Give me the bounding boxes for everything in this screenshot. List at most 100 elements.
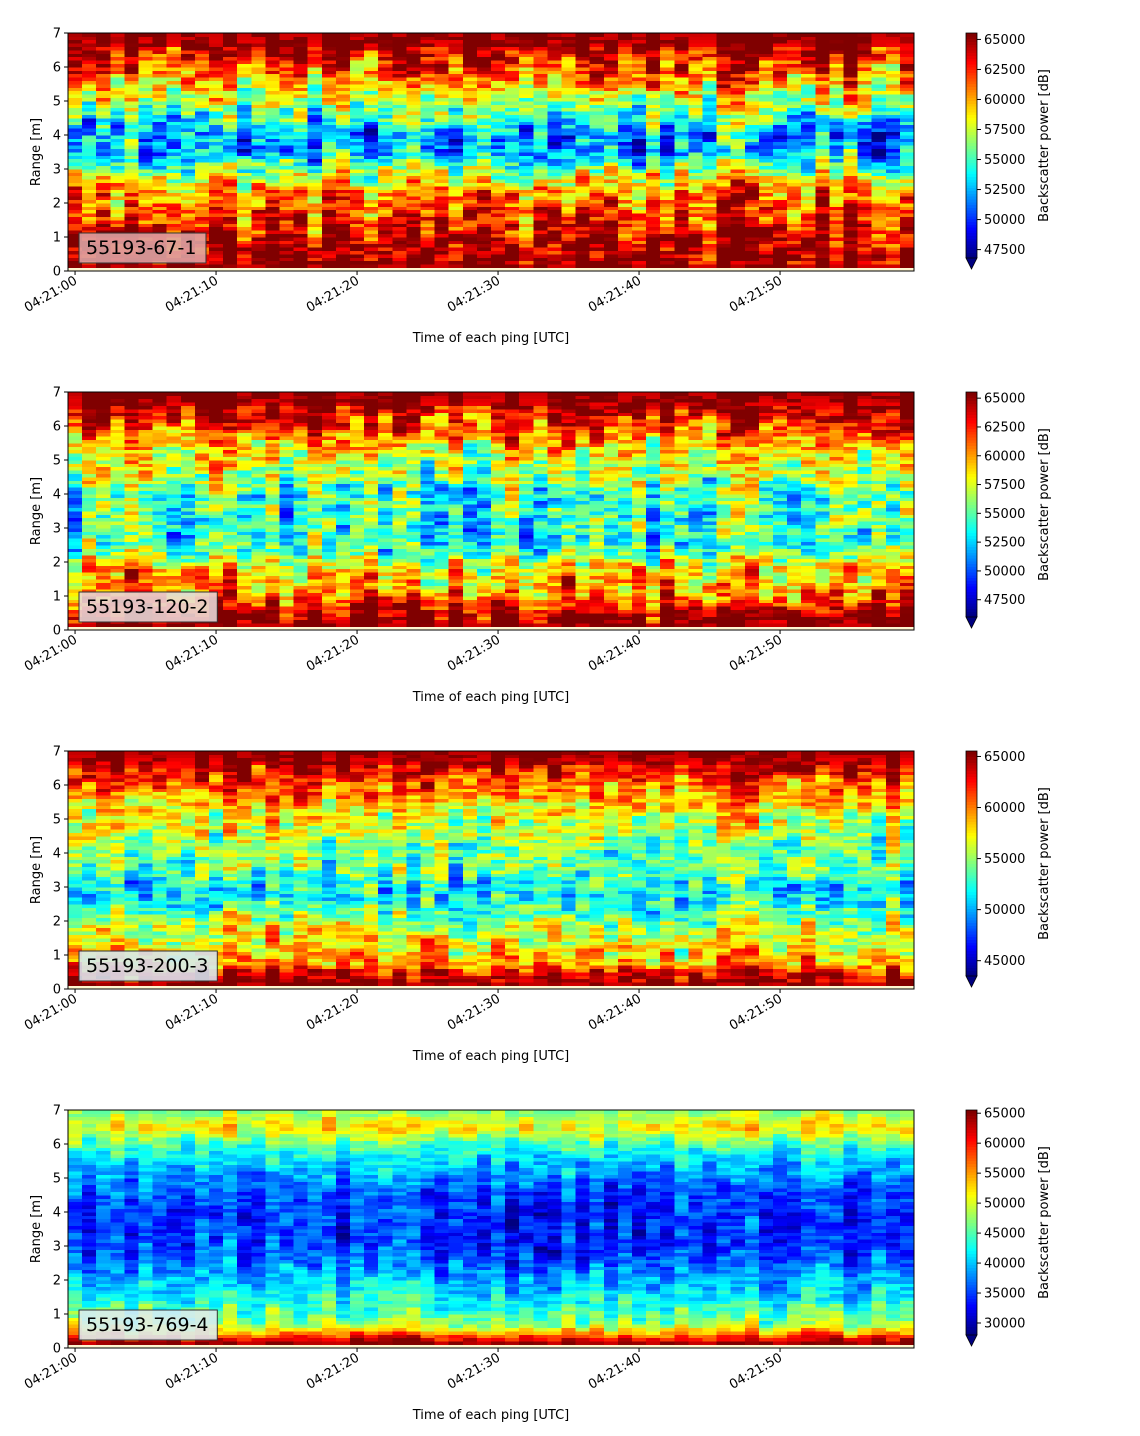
heatmap-cell [350, 50, 365, 54]
heatmap-cell [68, 176, 83, 180]
heatmap-cell [265, 237, 280, 241]
heatmap-cell [294, 142, 309, 146]
heatmap-cell [632, 125, 647, 129]
heatmap-cell [110, 450, 125, 454]
heatmap-cell [660, 257, 675, 261]
heatmap-cell [787, 47, 802, 51]
heatmap-cell [280, 64, 295, 68]
heatmap-cell [251, 200, 265, 204]
heatmap-cell [815, 81, 830, 85]
heatmap-cell [703, 64, 718, 68]
heatmap-cell [251, 104, 265, 108]
heatmap-cell [717, 227, 732, 231]
heatmap-cell [604, 84, 619, 88]
heatmap-cell [519, 77, 534, 81]
heatmap-cell [435, 135, 450, 139]
heatmap-cell [562, 162, 577, 166]
heatmap-cell [68, 579, 83, 583]
heatmap-cell [463, 67, 478, 71]
heatmap-cell [322, 196, 337, 200]
heatmap-cell [463, 36, 478, 40]
heatmap-cell [533, 176, 548, 180]
heatmap-cell [688, 196, 703, 200]
heatmap-cell [632, 115, 647, 119]
heatmap-cell [562, 135, 577, 139]
heatmap-cell [886, 77, 901, 81]
heatmap-cell [110, 149, 125, 153]
heatmap-cell [590, 43, 605, 47]
heatmap-cell [703, 176, 718, 180]
heatmap-cell [308, 60, 323, 64]
heatmap-cell [547, 172, 562, 176]
heatmap-cell [674, 251, 689, 255]
heatmap-cell [82, 200, 97, 204]
heatmap-cell [280, 261, 295, 265]
heatmap-cell [124, 582, 138, 586]
heatmap-cell [463, 57, 478, 61]
heatmap-cell [209, 53, 224, 57]
heatmap-cell [251, 81, 265, 85]
heatmap-cell [392, 186, 407, 190]
heatmap-cell [533, 234, 548, 238]
heatmap-cell [688, 251, 703, 255]
heatmap-cell [477, 247, 492, 251]
heatmap-cell [280, 186, 295, 190]
heatmap-cell [96, 562, 111, 566]
heatmap-cell [322, 162, 337, 166]
heatmap-cell [632, 261, 647, 265]
heatmap-cell [139, 528, 154, 532]
heatmap-cell [787, 251, 802, 255]
heatmap-cell [181, 40, 196, 44]
heatmap-cell [646, 240, 661, 244]
heatmap-cell [294, 247, 309, 251]
heatmap-cell [547, 47, 562, 51]
heatmap-cell [378, 251, 393, 255]
heatmap-cell [181, 446, 196, 450]
heatmap-cell [181, 399, 196, 403]
heatmap-cell [886, 128, 901, 132]
heatmap-cell [547, 104, 562, 108]
heatmap-cell [505, 247, 519, 251]
heatmap-cell [209, 254, 224, 258]
heatmap-cell [308, 53, 323, 57]
heatmap-cell [759, 36, 774, 40]
heatmap-cell [519, 200, 534, 204]
heatmap-cell [787, 196, 802, 200]
heatmap-cell [336, 60, 351, 64]
colorbar: 4750050000525005500057500600006250065000… [966, 33, 1052, 269]
heatmap-cell [717, 132, 732, 136]
heatmap-cell [801, 155, 816, 159]
heatmap-cell [829, 145, 844, 149]
heatmap-cell [280, 240, 295, 244]
heatmap-cell [519, 162, 534, 166]
heatmap-cell [829, 230, 844, 234]
heatmap-cell [167, 121, 182, 125]
heatmap-cell [886, 43, 901, 47]
heatmap-cell [209, 36, 224, 40]
heatmap-cell [745, 193, 760, 197]
heatmap-cell [139, 220, 154, 224]
heatmap-cell [280, 101, 295, 105]
heatmap-cell [237, 135, 252, 139]
heatmap-cell [646, 169, 661, 173]
heatmap-cell [280, 81, 295, 85]
heatmap-cell [110, 555, 125, 559]
heatmap-cell [688, 247, 703, 251]
heatmap-cell [167, 399, 182, 403]
heatmap-cell [886, 145, 901, 149]
heatmap-cell [519, 145, 534, 149]
heatmap-cell [139, 412, 154, 416]
heatmap-cell [153, 501, 168, 505]
heatmap-cell [378, 213, 393, 217]
heatmap-cell [421, 237, 436, 241]
heatmap-cell [364, 33, 379, 37]
heatmap-cell [519, 210, 534, 214]
heatmap-cell [350, 179, 365, 183]
heatmap-cell [829, 132, 844, 136]
heatmap-cell [886, 50, 901, 54]
heatmap-cell [787, 77, 802, 81]
heatmap-cell [68, 40, 83, 44]
heatmap-cell [491, 128, 506, 132]
heatmap-cell [364, 213, 379, 217]
heatmap-cell [674, 183, 689, 187]
